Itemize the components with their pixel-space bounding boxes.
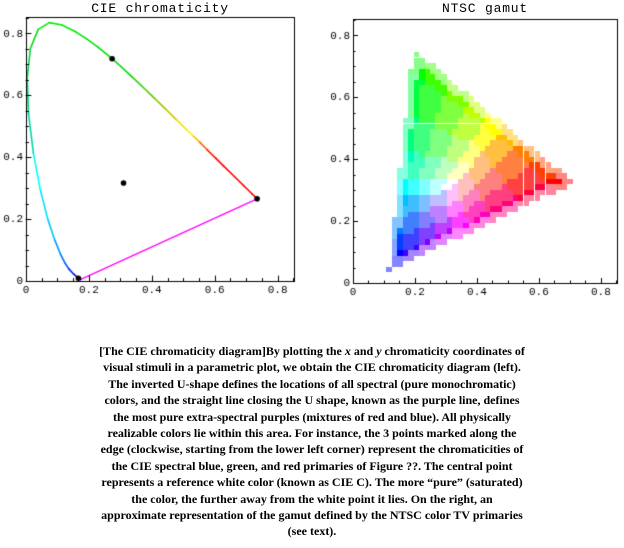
ntsc-gamut-canvas bbox=[312, 0, 624, 300]
caption-line: realizable colors lie within this area. … bbox=[107, 426, 517, 441]
caption-line: represents a reference white color (know… bbox=[101, 475, 523, 490]
caption-line: The inverted U-shape defines the locatio… bbox=[108, 376, 516, 391]
caption-line: approximate representation of the gamut … bbox=[101, 508, 523, 523]
cie-plot-title: CIE chromaticity bbox=[91, 1, 229, 16]
caption-line: the most pure extra-spectral purples (mi… bbox=[113, 409, 511, 424]
caption-line: (see text). bbox=[287, 524, 337, 539]
caption-line: edge (clockwise, starting from the lower… bbox=[100, 442, 524, 457]
caption-line: colors, and the straight line closing th… bbox=[104, 393, 520, 408]
caption-line: the CIE spectral blue, green, and red pr… bbox=[111, 458, 513, 473]
cie-chromaticity-canvas bbox=[0, 0, 312, 300]
ntsc-gamut-plot: NTSC gamut bbox=[312, 0, 624, 300]
caption-line: visual stimuli in a parametric plot, we … bbox=[103, 360, 521, 375]
ntsc-plot-title: NTSC gamut bbox=[441, 1, 528, 16]
caption-line: the color, the further away from the whi… bbox=[131, 491, 493, 506]
cie-chromaticity-plot: CIE chromaticity bbox=[0, 0, 312, 300]
figure-caption: [The CIE chromaticity diagram]By plottin… bbox=[28, 343, 596, 540]
caption-line: [The CIE chromaticity diagram]By plottin… bbox=[99, 344, 525, 358]
